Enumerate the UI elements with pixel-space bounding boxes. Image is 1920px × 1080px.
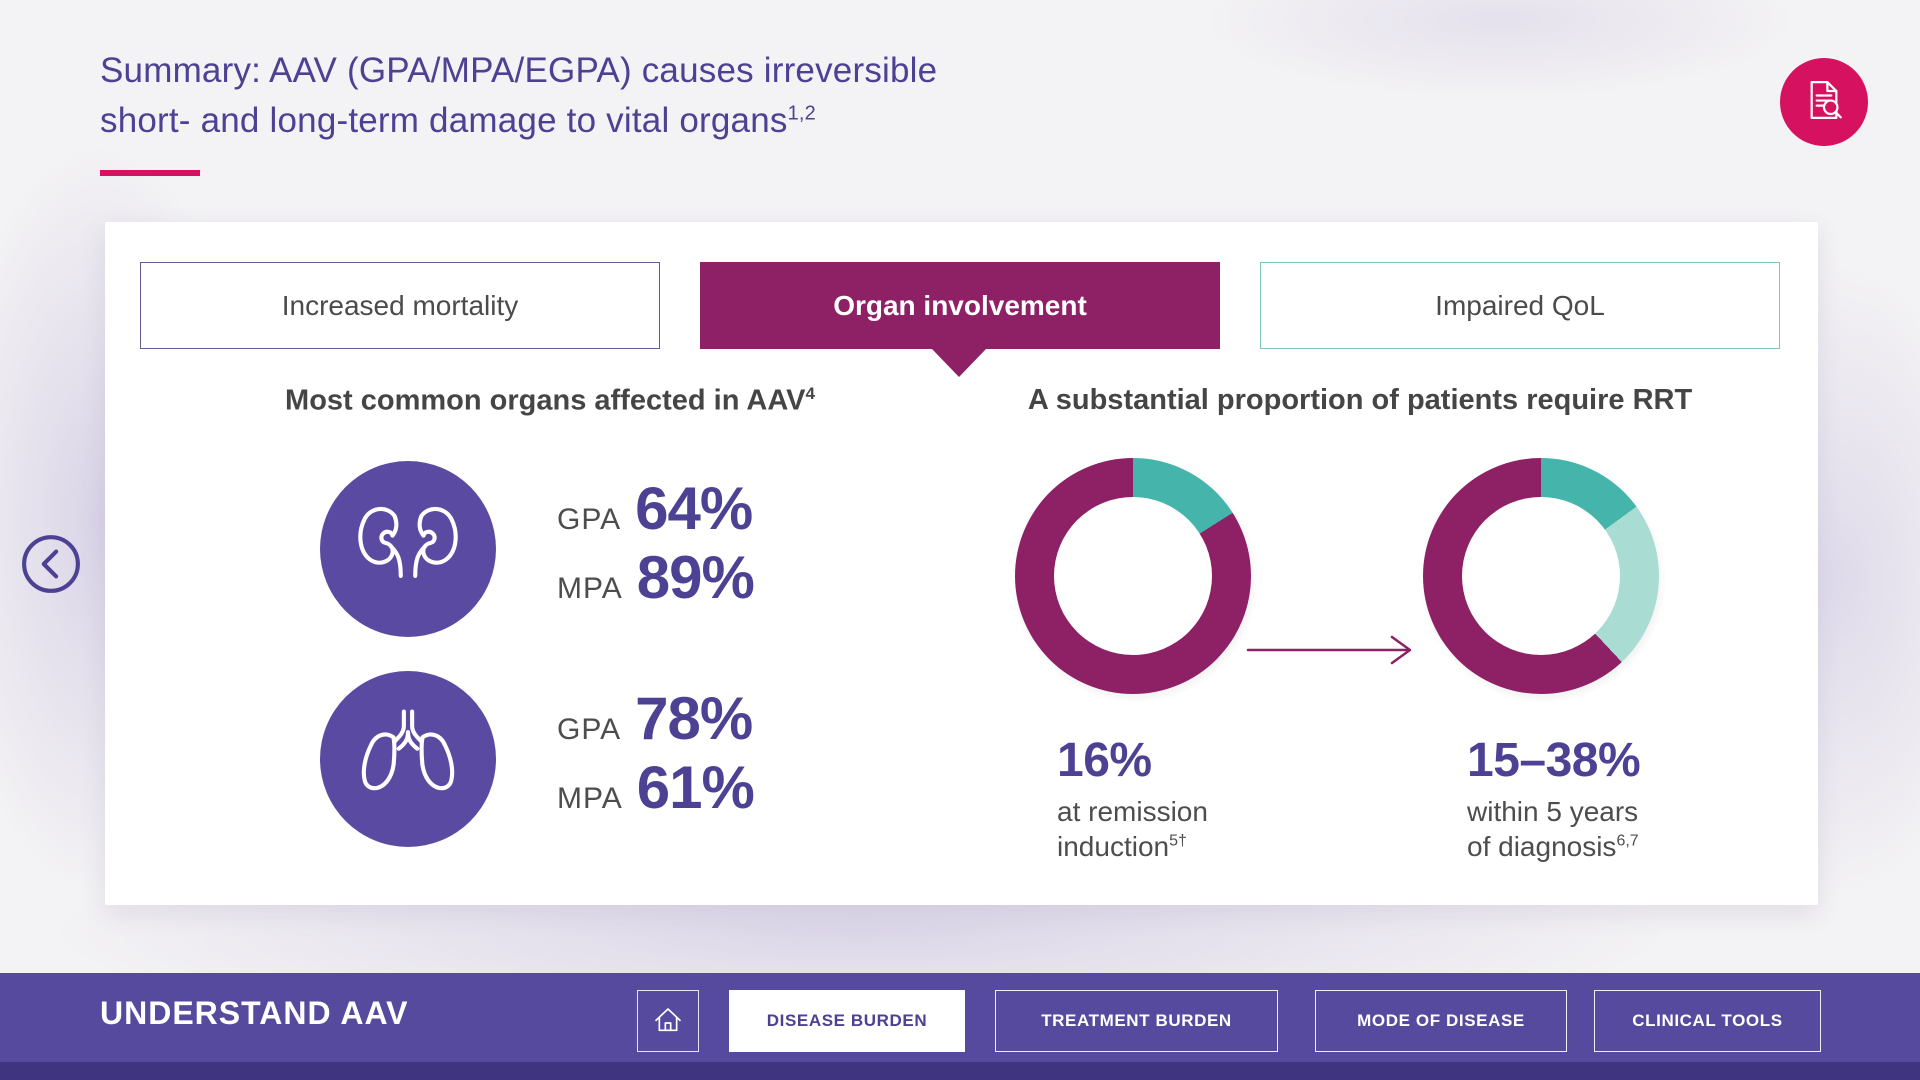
tab-label: Organ involvement bbox=[833, 289, 1087, 321]
rrt-caption-five-years: within 5 years of diagnosis6,7 bbox=[1467, 794, 1640, 864]
tab-label: Impaired QoL bbox=[1435, 289, 1605, 321]
home-icon bbox=[648, 999, 688, 1044]
rrt-value-remission: 16% bbox=[1057, 734, 1152, 787]
home-button[interactable] bbox=[637, 990, 699, 1052]
stat-label-gpa: GPA bbox=[557, 503, 622, 536]
lung-circle bbox=[320, 671, 496, 847]
document-search-icon bbox=[1796, 72, 1852, 133]
stat-row: MPA 89% bbox=[557, 543, 755, 612]
rrt-heading-text: A substantial proportion of patients req… bbox=[1027, 384, 1693, 416]
arrow-right-icon bbox=[1246, 634, 1424, 671]
tab-organ-involvement[interactable]: Organ involvement bbox=[700, 262, 1220, 349]
section-brand-title: UNDERSTAND AAV bbox=[100, 995, 409, 1031]
nav-button-disease-burden[interactable]: DISEASE BURDEN bbox=[729, 990, 965, 1052]
caption-line: at remission bbox=[1057, 796, 1208, 827]
stat-value-mpa-lung: 61% bbox=[636, 754, 755, 821]
chevron-left-icon bbox=[20, 535, 82, 599]
stat-label-mpa: MPA bbox=[557, 782, 623, 815]
caption-line: of diagnosis bbox=[1467, 831, 1617, 862]
stat-value-gpa-kidney: 64% bbox=[635, 475, 753, 542]
lungs-icon bbox=[346, 695, 470, 824]
kidney-stats: GPA 64% MPA 89% bbox=[557, 474, 755, 612]
caption-line: induction bbox=[1057, 831, 1170, 862]
page-title-line2: short- and long-term damage to vital org… bbox=[100, 100, 788, 140]
donut-chart-remission-induction bbox=[1015, 458, 1251, 694]
stat-row: MPA 61% bbox=[557, 753, 755, 822]
organs-heading-reference: 4 bbox=[805, 384, 815, 403]
rrt-stat-five-years: 15–38% within 5 years of diagnosis6,7 bbox=[1467, 733, 1641, 864]
caption-reference: 5† bbox=[1169, 832, 1187, 850]
page-title-line1: Summary: AAV (GPA/MPA/EGPA) causes irrev… bbox=[100, 51, 938, 90]
rrt-value-five-years: 15–38% bbox=[1467, 734, 1641, 787]
nav-button-clinical-tools[interactable]: CLINICAL TOOLS bbox=[1594, 990, 1821, 1052]
donut-hole bbox=[1054, 497, 1212, 655]
page-title-references: 1,2 bbox=[787, 102, 816, 125]
page-title: Summary: AAV (GPA/MPA/EGPA) causes irrev… bbox=[100, 46, 937, 145]
tab-label: Increased mortality bbox=[281, 289, 519, 321]
stat-value-gpa-lung: 78% bbox=[635, 685, 753, 752]
nav-button-label: TREATMENT BURDEN bbox=[1041, 1011, 1232, 1030]
active-tab-pointer bbox=[932, 349, 986, 377]
stat-label-gpa: GPA bbox=[557, 713, 622, 746]
previous-page-button[interactable] bbox=[20, 533, 82, 595]
donut-chart-five-years bbox=[1423, 458, 1659, 694]
rrt-caption-remission: at remission induction5† bbox=[1057, 794, 1208, 864]
bottom-accent-strip bbox=[0, 1062, 1920, 1080]
stat-row: GPA 64% bbox=[557, 474, 754, 543]
kidneys-icon bbox=[346, 485, 470, 614]
nav-button-treatment-burden[interactable]: TREATMENT BURDEN bbox=[995, 990, 1278, 1052]
rrt-stat-remission: 16% at remission induction5† bbox=[1057, 733, 1208, 864]
nav-button-label: DISEASE BURDEN bbox=[766, 1011, 928, 1030]
tab-impaired-qol[interactable]: Impaired QoL bbox=[1260, 262, 1780, 349]
stat-row: GPA 78% bbox=[557, 684, 754, 753]
stat-value-mpa-kidney: 89% bbox=[636, 544, 755, 611]
references-button[interactable] bbox=[1780, 58, 1868, 146]
nav-button-label: CLINICAL TOOLS bbox=[1632, 1011, 1783, 1030]
donut-hole bbox=[1462, 497, 1620, 655]
organs-section-heading: Most common organs affected in AAV4 bbox=[140, 384, 960, 418]
rrt-section-heading: A substantial proportion of patients req… bbox=[950, 384, 1770, 417]
caption-reference: 6,7 bbox=[1616, 832, 1639, 850]
kidney-circle bbox=[320, 461, 496, 637]
watercolor-wash bbox=[1200, 0, 1800, 100]
tab-increased-mortality[interactable]: Increased mortality bbox=[140, 262, 660, 349]
caption-line: within 5 years bbox=[1467, 796, 1639, 827]
title-accent-underline bbox=[100, 170, 200, 176]
organs-heading-text: Most common organs affected in AAV bbox=[285, 384, 806, 417]
stat-label-mpa: MPA bbox=[557, 572, 623, 605]
nav-button-mode-of-disease[interactable]: MODE OF DISEASE bbox=[1315, 990, 1567, 1052]
lung-stats: GPA 78% MPA 61% bbox=[557, 684, 755, 822]
nav-button-label: MODE OF DISEASE bbox=[1357, 1011, 1525, 1030]
